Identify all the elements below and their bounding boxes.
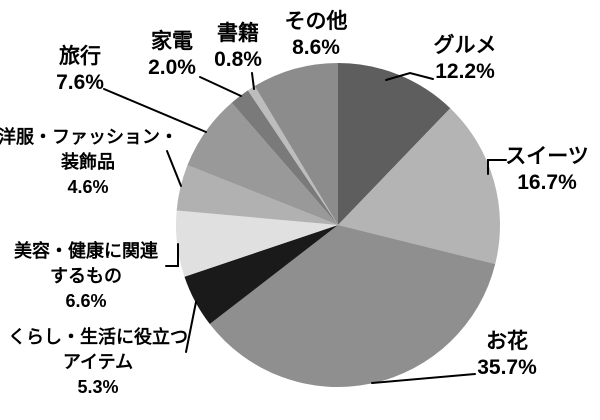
label-flowers: お花 35.7%	[477, 329, 537, 381]
label-appliances-text: 家電	[151, 30, 193, 53]
label-gourmet: グルメ 12.2%	[434, 33, 497, 85]
label-flowers-percent: 35.7%	[477, 356, 537, 379]
label-appliances: 家電 2.0%	[148, 29, 196, 81]
label-travel-text: 旅行	[59, 45, 101, 68]
label-daily-life-items-text-line2: アイテム	[62, 352, 134, 372]
label-other-percent: 8.6%	[292, 36, 340, 59]
label-beauty-health-text-line2: するもの	[50, 266, 122, 286]
label-daily-life-items-percent: 5.3%	[77, 377, 119, 397]
label-daily-life-items: くらし・生活に役立つ アイテム 5.3%	[8, 325, 188, 400]
label-sweets-percent: 16.7%	[517, 171, 577, 194]
label-beauty-health-percent: 6.6%	[65, 291, 107, 311]
label-appliances-percent: 2.0%	[148, 56, 196, 79]
leader-line-sweets	[487, 159, 507, 175]
label-books-text: 書籍	[217, 22, 259, 45]
pie-slice-books	[247, 86, 338, 225]
label-travel: 旅行 7.6%	[56, 44, 104, 96]
label-gourmet-text: グルメ	[433, 34, 497, 57]
leader-line-fashion	[166, 150, 182, 187]
pie-slice-daily-life-items	[184, 225, 338, 325]
label-fashion-text-line1: 洋服・ファッション・	[0, 127, 178, 147]
label-flowers-text: お花	[485, 330, 528, 353]
label-gourmet-percent: 12.2%	[435, 60, 495, 83]
pie-slice-beauty-health	[176, 210, 338, 277]
pie-slice-fashion	[176, 165, 338, 225]
leader-line-appliances	[199, 76, 242, 97]
label-fashion: 洋服・ファッション・ 装飾品 4.6%	[0, 125, 178, 200]
leader-line-daily-life-items	[185, 301, 197, 353]
leader-line-gourmet	[385, 71, 434, 81]
pie-slice-sweets	[338, 108, 500, 265]
label-books-percent: 0.8%	[214, 48, 262, 71]
pie-slice-other	[254, 63, 338, 225]
pie-slice-gourmet	[338, 63, 451, 225]
label-fashion-percent: 4.6%	[67, 177, 109, 197]
label-other: その他 8.6%	[285, 9, 348, 61]
label-beauty-health: 美容・健康に関連 するもの 6.6%	[14, 239, 158, 314]
pie-slice-flowers	[209, 225, 496, 388]
pie-slice-appliances	[231, 90, 338, 225]
leader-line-travel	[103, 88, 207, 133]
label-beauty-health-text-line1: 美容・健康に関連	[14, 241, 158, 261]
label-daily-life-items-text-line1: くらし・生活に役立つ	[8, 327, 188, 347]
pie-slice-travel	[187, 102, 338, 225]
leader-line-beauty-health	[165, 243, 179, 267]
label-other-text: その他	[284, 10, 348, 33]
label-travel-percent: 7.6%	[56, 71, 104, 94]
label-fashion-text-line2: 装飾品	[61, 152, 115, 172]
label-sweets-text: スイーツ	[505, 145, 589, 168]
leader-line-flowers	[371, 373, 476, 384]
label-sweets: スイーツ 16.7%	[505, 144, 589, 196]
label-books: 書籍 0.8%	[214, 21, 262, 73]
leader-line-books	[251, 72, 255, 90]
